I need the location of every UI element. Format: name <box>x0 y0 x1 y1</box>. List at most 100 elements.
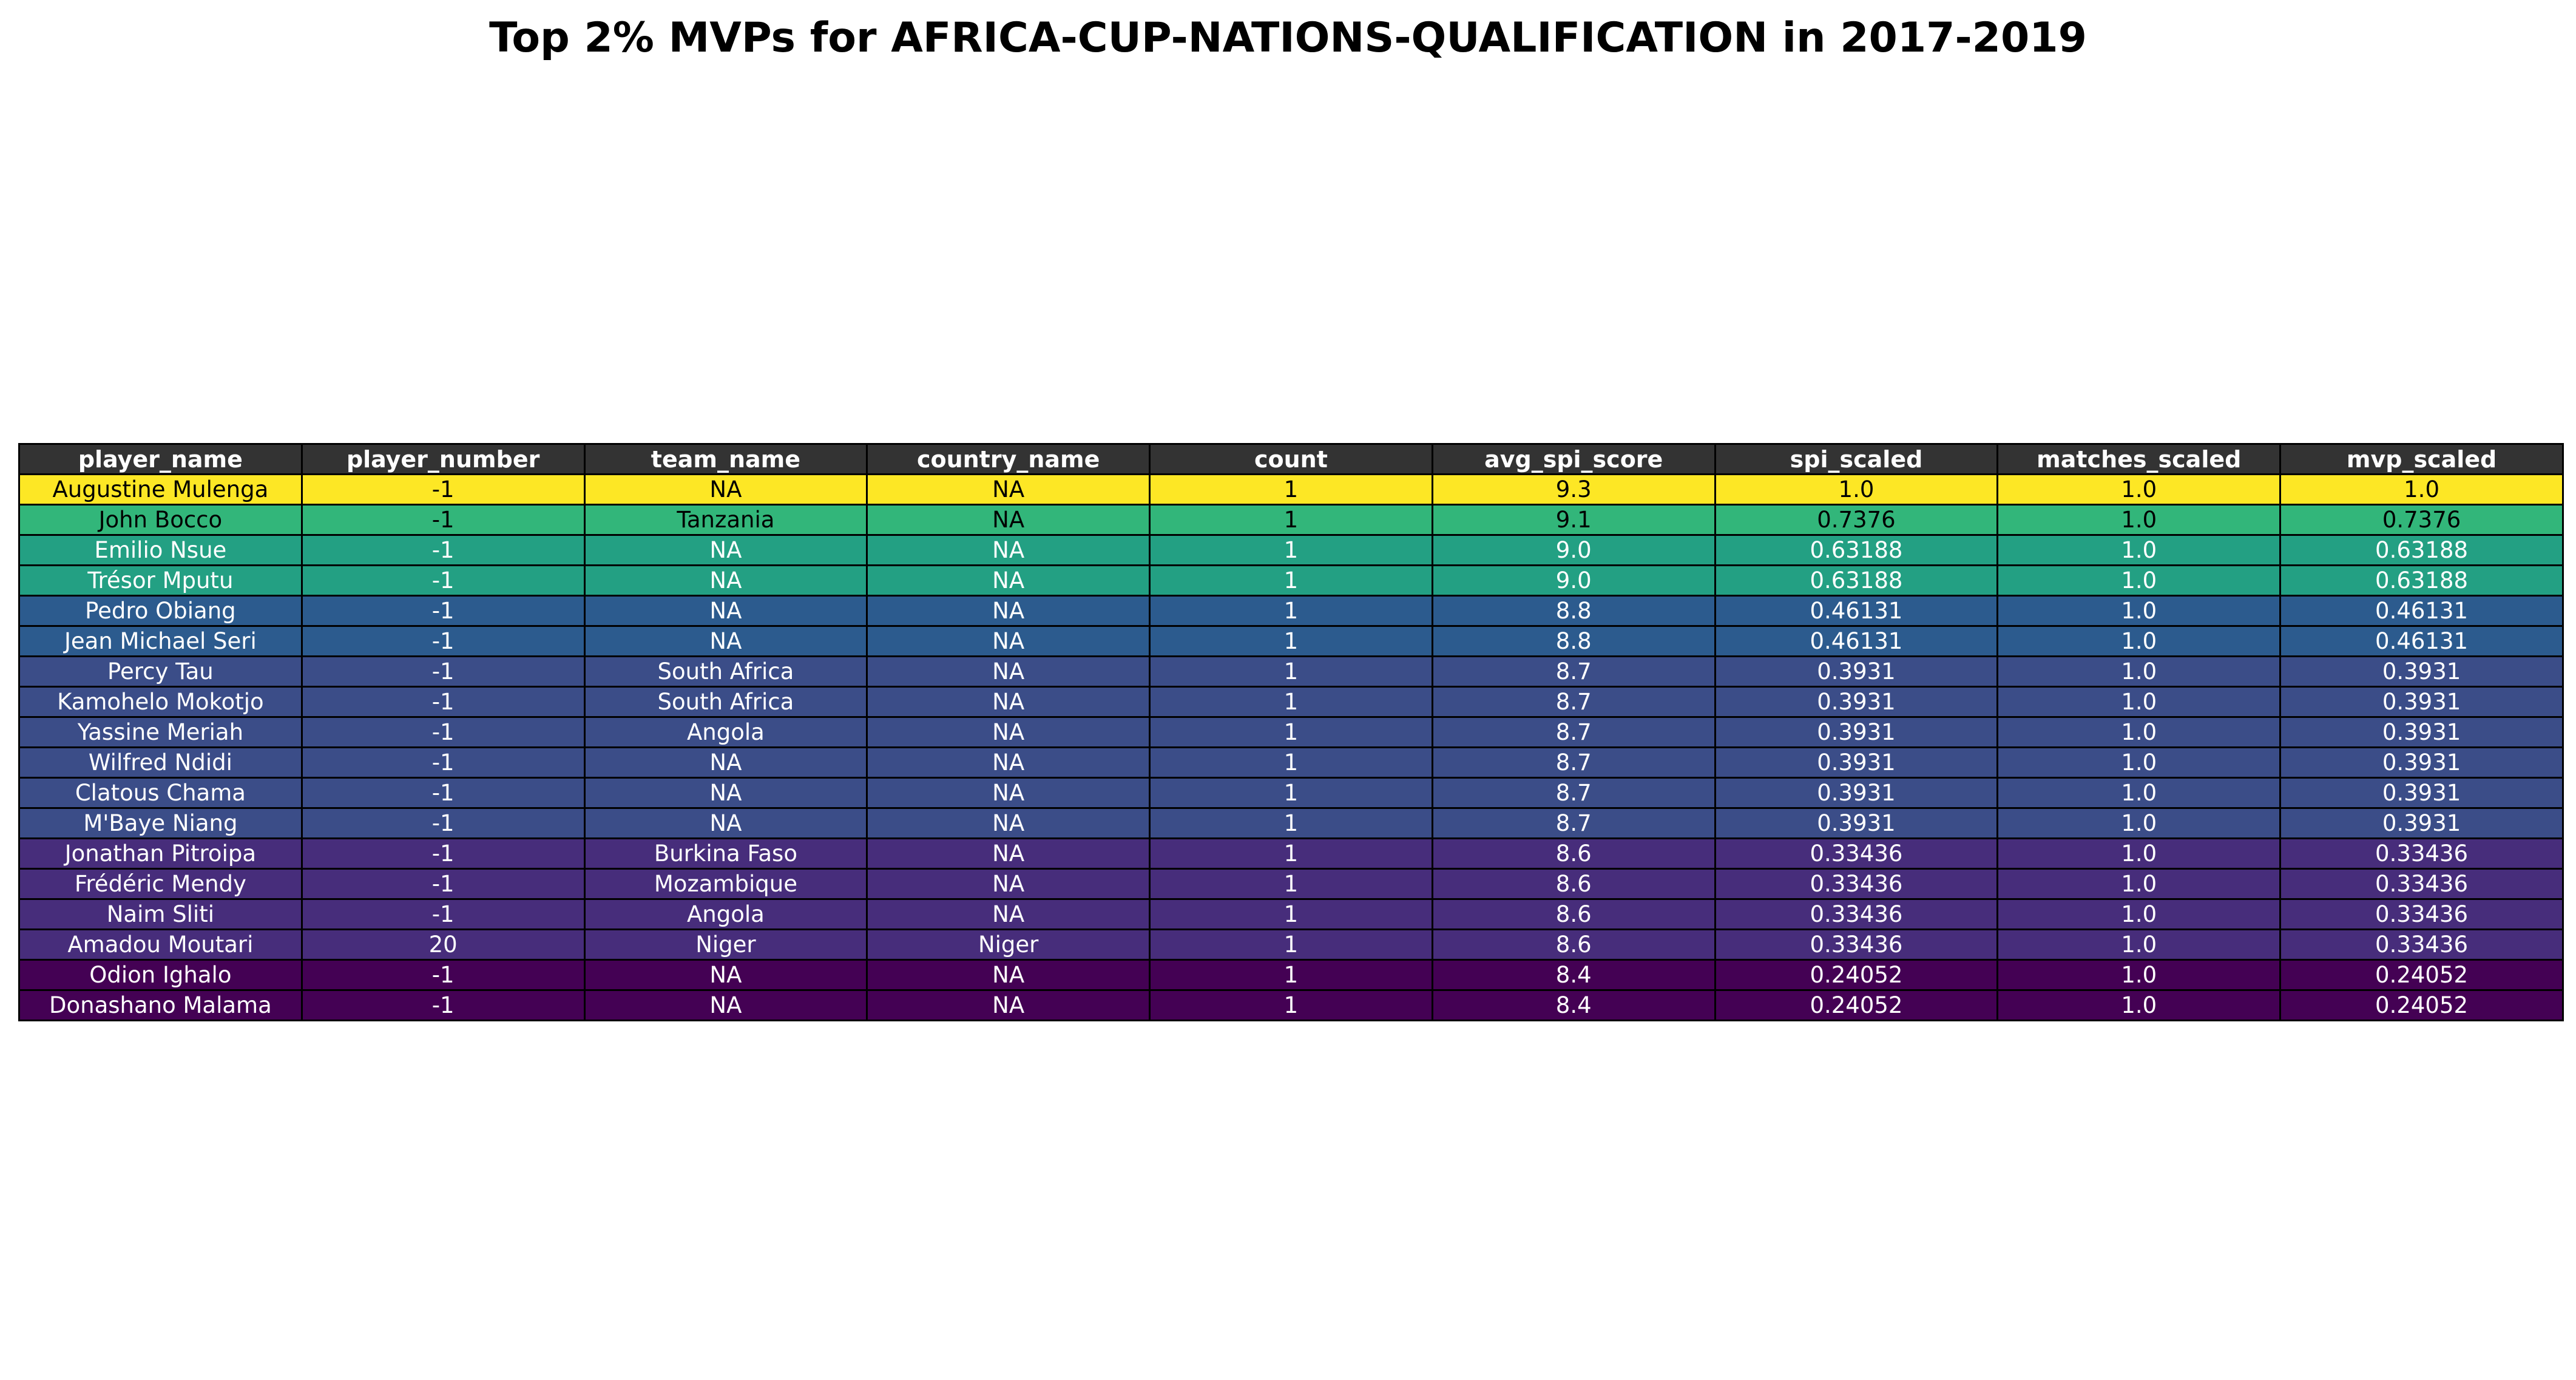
cell-player-number: -1 <box>300 777 586 809</box>
cell-matches-scaled: 1.0 <box>1996 473 2282 506</box>
cell-country-name: NA <box>866 746 1151 779</box>
cell-count: 1 <box>1149 473 1433 506</box>
cell-mvp-scaled: 0.33436 <box>2279 898 2564 930</box>
cell-player-name: Donashano Malama <box>18 989 303 1021</box>
table-row: Naim Sliti -1 Angola NA 1 8.6 0.33436 1.0 0.3343… <box>18 898 2564 930</box>
cell-mvp-scaled: 0.63188 <box>2279 534 2564 566</box>
cell-matches-scaled: 1.0 <box>1996 928 2282 961</box>
table-row: Amadou Moutari 20 Niger Niger 1 8.6 0.33436 1.0… <box>18 928 2564 961</box>
cell-player-name: Emilio Nsue <box>18 534 303 566</box>
cell-avg-spi-score: 8.4 <box>1431 959 1716 991</box>
cell-mvp-scaled: 0.46131 <box>2279 625 2564 657</box>
table-row: Yassine Meriah -1 Angola NA 1 8.7 0.3931 1.0 0.3… <box>18 716 2564 748</box>
cell-count: 1 <box>1149 655 1433 688</box>
column-header-player-name: player_name <box>18 443 303 475</box>
table-row: Clatous Chama -1 NA NA 1 8.7 0.3931 1.0 0.3931 <box>18 777 2564 809</box>
cell-team-name: Angola <box>583 716 868 748</box>
cell-mvp-scaled: 0.3931 <box>2279 655 2564 688</box>
cell-mvp-scaled: 0.3931 <box>2279 777 2564 809</box>
cell-avg-spi-score: 8.7 <box>1431 746 1716 779</box>
cell-count: 1 <box>1149 716 1433 748</box>
table-row: Percy Tau -1 South Africa NA 1 8.7 0.3931 1.0 0.… <box>18 655 2564 688</box>
cell-matches-scaled: 1.0 <box>1996 686 2282 718</box>
cell-mvp-scaled: 0.63188 <box>2279 564 2564 597</box>
cell-country-name: NA <box>866 534 1151 566</box>
table-body: Augustine Mulenga -1 NA NA 1 9.3 1.0 1.0 1.0 John… <box>18 473 2564 1021</box>
cell-avg-spi-score: 9.1 <box>1431 504 1716 536</box>
column-header-player-number: player_number <box>300 443 586 475</box>
cell-mvp-scaled: 0.7376 <box>2279 504 2564 536</box>
cell-count: 1 <box>1149 868 1433 900</box>
cell-spi-scaled: 0.33436 <box>1714 868 1999 900</box>
cell-team-name: NA <box>583 777 868 809</box>
cell-spi-scaled: 0.46131 <box>1714 595 1999 627</box>
cell-player-name: Clatous Chama <box>18 777 303 809</box>
cell-count: 1 <box>1149 837 1433 870</box>
cell-spi-scaled: 1.0 <box>1714 473 1999 506</box>
cell-team-name: South Africa <box>583 655 868 688</box>
cell-spi-scaled: 0.24052 <box>1714 989 1999 1021</box>
cell-matches-scaled: 1.0 <box>1996 564 2282 597</box>
cell-spi-scaled: 0.46131 <box>1714 625 1999 657</box>
cell-avg-spi-score: 8.7 <box>1431 777 1716 809</box>
cell-team-name: Tanzania <box>583 504 868 536</box>
cell-country-name: NA <box>866 686 1151 718</box>
cell-avg-spi-score: 9.0 <box>1431 534 1716 566</box>
cell-player-name: Yassine Meriah <box>18 716 303 748</box>
cell-player-name: M'Baye Niang <box>18 807 303 839</box>
cell-team-name: NA <box>583 625 868 657</box>
cell-country-name: NA <box>866 716 1151 748</box>
cell-avg-spi-score: 8.7 <box>1431 716 1716 748</box>
cell-matches-scaled: 1.0 <box>1996 595 2282 627</box>
cell-player-name: Wilfred Ndidi <box>18 746 303 779</box>
cell-avg-spi-score: 8.6 <box>1431 898 1716 930</box>
cell-matches-scaled: 1.0 <box>1996 716 2282 748</box>
cell-count: 1 <box>1149 686 1433 718</box>
cell-mvp-scaled: 0.3931 <box>2279 686 2564 718</box>
cell-player-number: -1 <box>300 473 586 506</box>
cell-player-number: 20 <box>300 928 586 961</box>
cell-player-number: -1 <box>300 534 586 566</box>
cell-player-number: -1 <box>300 595 586 627</box>
cell-count: 1 <box>1149 777 1433 809</box>
table-row: Frédéric Mendy -1 Mozambique NA 1 8.6 0.33436 1… <box>18 868 2564 900</box>
cell-matches-scaled: 1.0 <box>1996 807 2282 839</box>
cell-count: 1 <box>1149 989 1433 1021</box>
column-header-mvp-scaled: mvp_scaled <box>2279 443 2564 475</box>
cell-team-name: NA <box>583 807 868 839</box>
cell-count: 1 <box>1149 807 1433 839</box>
cell-count: 1 <box>1149 625 1433 657</box>
cell-count: 1 <box>1149 959 1433 991</box>
cell-team-name: NA <box>583 989 868 1021</box>
cell-mvp-scaled: 0.3931 <box>2279 716 2564 748</box>
chart-title: Top 2% MVPs for AFRICA-CUP-NATIONS-QUALI… <box>489 14 2087 62</box>
cell-matches-scaled: 1.0 <box>1996 746 2282 779</box>
cell-player-name: John Bocco <box>18 504 303 536</box>
cell-player-name: Naim Sliti <box>18 898 303 930</box>
cell-spi-scaled: 0.33436 <box>1714 837 1999 870</box>
cell-country-name: NA <box>866 564 1151 597</box>
column-header-country-name: country_name <box>866 443 1151 475</box>
cell-country-name: NA <box>866 473 1151 506</box>
cell-matches-scaled: 1.0 <box>1996 898 2282 930</box>
cell-player-name: Pedro Obiang <box>18 595 303 627</box>
cell-player-number: -1 <box>300 686 586 718</box>
cell-matches-scaled: 1.0 <box>1996 625 2282 657</box>
cell-country-name: NA <box>866 898 1151 930</box>
cell-team-name: NA <box>583 473 868 506</box>
table-row: Kamohelo Mokotjo -1 South Africa NA 1 8.7 0.39… <box>18 686 2564 718</box>
cell-country-name: NA <box>866 777 1151 809</box>
table-row: Jonathan Pitroipa -1 Burkina Faso NA 1 8.6 0.3… <box>18 837 2564 870</box>
cell-spi-scaled: 0.3931 <box>1714 777 1999 809</box>
cell-spi-scaled: 0.24052 <box>1714 959 1999 991</box>
cell-avg-spi-score: 8.7 <box>1431 807 1716 839</box>
cell-player-number: -1 <box>300 746 586 779</box>
cell-mvp-scaled: 1.0 <box>2279 473 2564 506</box>
cell-matches-scaled: 1.0 <box>1996 989 2282 1021</box>
cell-player-number: -1 <box>300 898 586 930</box>
cell-player-name: Kamohelo Mokotjo <box>18 686 303 718</box>
cell-avg-spi-score: 8.6 <box>1431 868 1716 900</box>
cell-team-name: NA <box>583 564 868 597</box>
cell-country-name: NA <box>866 504 1151 536</box>
cell-team-name: South Africa <box>583 686 868 718</box>
